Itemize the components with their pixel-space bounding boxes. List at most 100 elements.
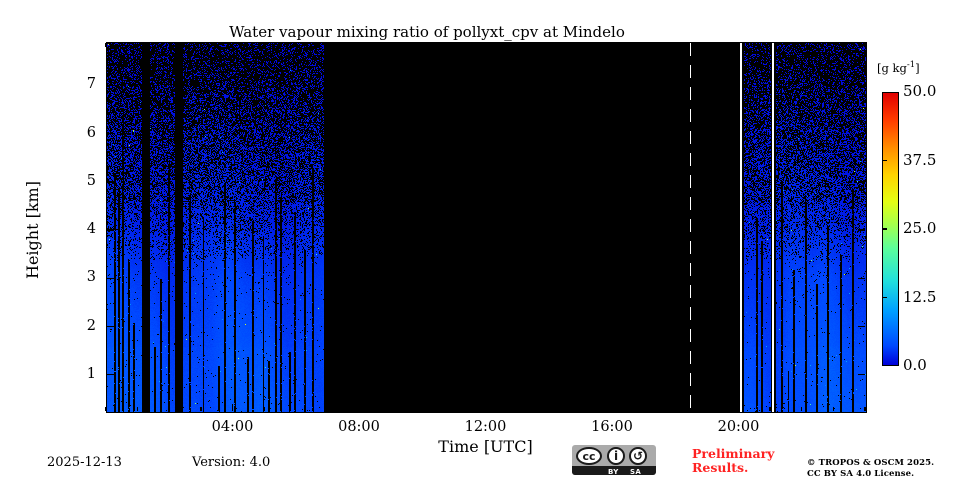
- x-axis-tick-top: [548, 43, 550, 47]
- x-axis-tick-top: [642, 43, 645, 47]
- preliminary-results-notice: Preliminary Results.: [692, 447, 774, 474]
- x-axis-tick: [864, 407, 866, 411]
- y-axis-tick-label: 6: [86, 124, 96, 141]
- x-axis-tick-top: [105, 43, 107, 47]
- x-axis-tick-top: [453, 43, 455, 47]
- x-axis-tick: [801, 407, 803, 411]
- x-axis-tick: [326, 407, 329, 411]
- x-axis-tick-top: [484, 43, 487, 50]
- x-axis-tick-label: 04:00: [211, 419, 254, 435]
- colorbar-tick: [882, 228, 887, 230]
- date-stamp: 2025-12-13: [47, 455, 122, 470]
- y-axis-tick: [107, 277, 114, 279]
- x-axis-tick-label: 16:00: [591, 419, 633, 435]
- x-axis-tick-top: [168, 43, 170, 47]
- colorbar-unit-label: [g kg-1]: [877, 60, 920, 75]
- y-axis-tick: [107, 132, 114, 135]
- x-axis-tick-top: [832, 43, 835, 47]
- cc-badge-footer-bar: [572, 466, 656, 475]
- x-axis-tick-top: [579, 43, 582, 47]
- y-axis-tick-label: 2: [86, 317, 96, 334]
- cc-sa-label: SA: [630, 468, 642, 475]
- heatmap-canvas: [107, 43, 866, 412]
- x-axis-tick-top: [358, 43, 360, 50]
- x-axis-tick: [548, 407, 550, 411]
- cc-by-person-icon: i: [607, 447, 625, 465]
- page-title: Water vapour mixing ratio of pollyxt_cpv…: [0, 23, 960, 41]
- x-axis-tick: [484, 404, 487, 411]
- x-axis-tick: [263, 407, 265, 411]
- colorbar-tick-label: 12.5: [903, 287, 937, 306]
- x-axis-tick-top: [326, 43, 329, 47]
- y-axis-tick: [107, 229, 114, 231]
- colorbar-unit-text: [g kg: [877, 60, 907, 75]
- x-axis-tick-top: [263, 43, 265, 47]
- y-axis-tick-right: [858, 181, 865, 183]
- x-axis-tick: [136, 407, 139, 411]
- y-axis-tick: [107, 325, 114, 328]
- x-axis-tick: [421, 407, 423, 411]
- x-axis-tick: [769, 407, 771, 411]
- cc-license-badge-icon: cc i ↺ BY SA: [572, 445, 656, 475]
- x-axis-tick: [832, 407, 835, 411]
- x-axis-tick-top: [421, 43, 423, 47]
- x-axis-tick-label: 08:00: [338, 419, 380, 435]
- x-axis-tick-top: [706, 43, 708, 47]
- x-axis-tick-top: [769, 43, 771, 47]
- colorbar-tick: [882, 296, 887, 299]
- y-axis-tick-right: [858, 325, 865, 328]
- y-axis-tick: [107, 181, 114, 183]
- y-axis-tick-right: [858, 229, 865, 231]
- x-axis-label: Time [UTC]: [438, 437, 533, 456]
- x-axis-tick-top: [136, 43, 139, 47]
- x-axis-tick: [231, 404, 234, 411]
- y-axis-tick-right: [858, 277, 865, 279]
- colorbar-tick-label: 0.0: [903, 356, 927, 374]
- x-axis-tick-top: [231, 43, 234, 50]
- x-axis-tick: [168, 407, 170, 411]
- x-axis-tick: [358, 404, 360, 411]
- colorbar-tick-label: 25.0: [903, 219, 937, 237]
- y-axis-tick-label: 3: [86, 269, 96, 286]
- x-axis-tick: [642, 407, 645, 411]
- y-axis-tick: [107, 84, 114, 87]
- x-axis-tick-top: [611, 43, 613, 50]
- y-axis-tick-label: 1: [86, 365, 96, 382]
- x-axis-tick: [295, 407, 297, 411]
- x-axis-tick: [674, 407, 676, 411]
- preliminary-line-1: Preliminary: [692, 446, 775, 461]
- copyright-line-2: CC BY SA 4.0 License.: [807, 469, 915, 479]
- x-axis-tick-label: 20:00: [717, 419, 760, 435]
- colorbar-tick: [882, 159, 887, 162]
- y-axis-tick-right: [858, 84, 865, 87]
- x-axis-tick: [516, 407, 518, 411]
- cc-badge-glyphs: cc i ↺: [572, 445, 656, 467]
- x-axis-tick: [611, 404, 613, 411]
- x-axis-tick: [389, 407, 392, 411]
- y-axis-tick: [107, 374, 114, 376]
- x-axis-tick: [105, 407, 107, 411]
- y-axis-tick-label: 4: [86, 221, 96, 238]
- version-stamp: Version: 4.0: [192, 455, 271, 470]
- colorbar-tick-label: 37.5: [903, 150, 937, 169]
- x-axis-tick-top: [295, 43, 297, 47]
- x-axis-tick-top: [864, 43, 866, 47]
- x-axis-tick: [453, 407, 455, 411]
- copyright-line-1: © TROPOS & OSCM 2025.: [807, 458, 935, 468]
- x-axis-tick-top: [516, 43, 518, 47]
- page-title-text: Water vapour mixing ratio of pollyxt_cpv…: [229, 23, 625, 41]
- x-axis-tick-top: [801, 43, 803, 47]
- x-axis-tick: [737, 404, 740, 411]
- x-axis-tick-label: 12:00: [464, 419, 507, 435]
- cc-logo-icon: cc: [576, 447, 602, 465]
- x-axis-tick-top: [200, 43, 202, 47]
- preliminary-line-2: Results.: [692, 459, 749, 475]
- y-axis-tick-label: 7: [86, 76, 96, 93]
- x-axis-tick: [706, 407, 708, 411]
- x-axis-tick-top: [674, 43, 676, 47]
- y-axis-tick-label: 5: [86, 172, 96, 189]
- colorbar-tick-label: 50.0: [903, 82, 937, 100]
- copyright-notice: © TROPOS & OSCM 2025. CC BY SA 4.0 Licen…: [807, 458, 934, 480]
- y-axis-tick-right: [858, 374, 865, 376]
